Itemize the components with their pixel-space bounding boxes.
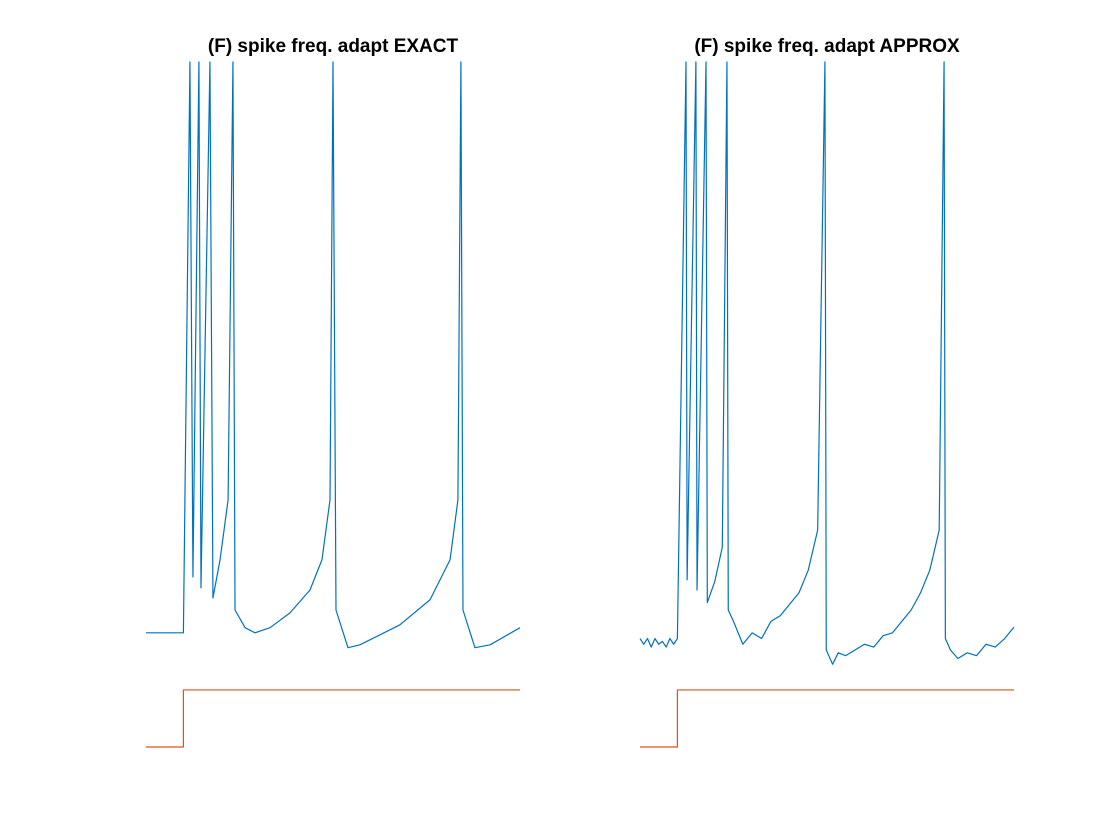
trace — [640, 689, 1014, 748]
panel-title: (F) spike freq. adapt APPROX — [694, 36, 960, 57]
trace — [146, 61, 521, 649]
trace — [639, 61, 1015, 665]
trace — [146, 689, 520, 748]
panel-title: (F) spike freq. adapt EXACT — [208, 36, 459, 57]
